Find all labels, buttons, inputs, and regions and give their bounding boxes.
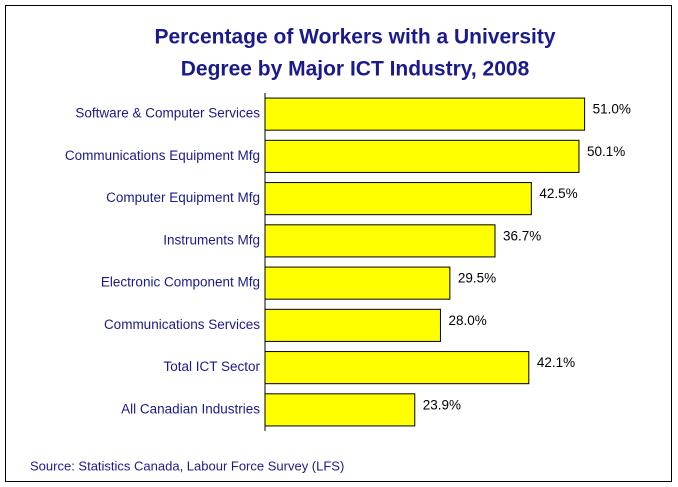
data-label: 36.7% (503, 228, 541, 243)
y-tick-label: Total ICT Sector (163, 359, 260, 374)
data-label: 23.9% (423, 397, 461, 412)
y-tick-label: Electronic Component Mfg (101, 275, 260, 290)
bar (264, 308, 441, 342)
data-label: 29.5% (458, 271, 496, 286)
data-label: 50.1% (587, 144, 625, 159)
data-label: 51.0% (593, 102, 631, 117)
chart-title: Degree by Major ICT Industry, 2008 (181, 58, 530, 81)
source-note: Source: Statistics Canada, Labour Force … (30, 458, 344, 473)
bar (264, 393, 416, 427)
data-label: 42.5% (539, 186, 577, 201)
y-tick-label: All Canadian Industries (121, 401, 260, 416)
y-tick-label: Computer Equipment Mfg (106, 190, 260, 205)
data-label: 42.1% (537, 355, 575, 370)
bar (264, 97, 586, 131)
data-label: 28.0% (448, 313, 486, 328)
bar (264, 224, 496, 258)
y-tick-label: Communications Equipment Mfg (65, 148, 260, 163)
bar (264, 351, 530, 385)
bar (264, 139, 580, 173)
chart-title: Percentage of Workers with a University (154, 26, 555, 49)
y-tick-label: Software & Computer Services (75, 106, 260, 121)
bar (264, 266, 451, 300)
bar (264, 182, 532, 216)
y-tick-label: Communications Services (104, 317, 260, 332)
y-tick-label: Instruments Mfg (163, 232, 260, 247)
